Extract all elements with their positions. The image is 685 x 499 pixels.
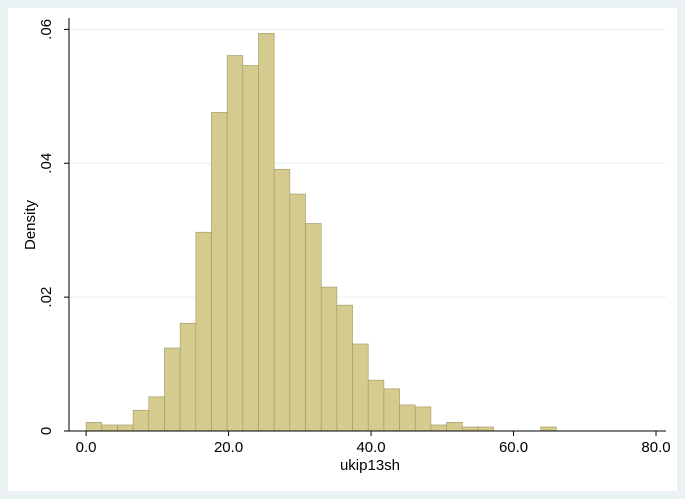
bar [101,424,118,432]
bar [148,396,165,432]
x-tick-label: 40.0 [356,439,385,456]
bar [336,304,353,432]
bar [430,424,447,432]
bar [540,426,557,432]
bar [85,421,103,432]
bar [258,33,275,432]
bar [164,347,181,432]
x-tick-label: 0.0 [76,439,97,456]
bar [226,55,244,432]
bar [242,65,259,432]
bar [179,322,197,432]
bar [273,168,291,432]
bar [367,379,385,432]
bar [195,231,212,432]
bar [414,406,432,432]
y-tick-label: 0 [38,427,55,435]
bar [446,421,463,432]
x-tick-label: 60.0 [499,439,528,456]
y-axis-title: Density [22,199,39,250]
bar [399,404,416,432]
bar [117,424,134,432]
bar [461,426,479,432]
bar [289,193,306,432]
x-tick-label: 80.0 [641,439,670,456]
bar [352,343,369,432]
bar [132,409,150,432]
bar [211,112,228,432]
bar [320,286,338,432]
x-axis-title: ukip13sh [340,457,400,474]
y-tick-label: .04 [38,153,55,174]
y-tick-label: .06 [38,19,55,40]
bar [383,388,400,432]
x-tick-label: 20.0 [214,439,243,456]
bar [477,426,494,432]
y-tick-label: .02 [38,287,55,308]
bar [305,223,322,432]
